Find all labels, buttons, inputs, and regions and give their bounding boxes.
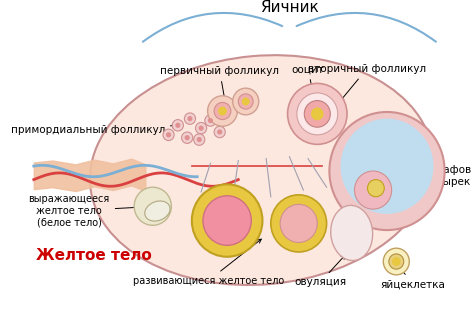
Circle shape xyxy=(389,254,404,269)
Circle shape xyxy=(218,130,221,134)
Circle shape xyxy=(209,119,212,123)
Circle shape xyxy=(185,136,189,139)
Text: ооцит: ооцит xyxy=(292,64,324,109)
Circle shape xyxy=(329,112,445,230)
Circle shape xyxy=(355,171,392,209)
Circle shape xyxy=(194,134,205,145)
Circle shape xyxy=(163,129,174,140)
Circle shape xyxy=(271,195,327,252)
Circle shape xyxy=(199,126,203,130)
Text: выражающееся
желтое тело
(белое тело): выражающееся желтое тело (белое тело) xyxy=(28,195,154,228)
Circle shape xyxy=(214,103,231,120)
Circle shape xyxy=(233,88,259,115)
Circle shape xyxy=(184,113,196,124)
Circle shape xyxy=(219,107,226,115)
Text: Желтое тело: Желтое тело xyxy=(36,248,152,263)
Text: овуляция: овуляция xyxy=(294,255,346,288)
Circle shape xyxy=(208,96,237,126)
Circle shape xyxy=(304,101,330,127)
Circle shape xyxy=(214,126,225,138)
Circle shape xyxy=(197,138,201,141)
Text: развивающиеся желтое тело: развивающиеся желтое тело xyxy=(133,239,284,286)
Circle shape xyxy=(188,117,192,121)
Circle shape xyxy=(192,184,263,257)
Circle shape xyxy=(340,119,434,214)
Circle shape xyxy=(243,98,249,105)
Circle shape xyxy=(288,83,347,144)
Circle shape xyxy=(203,196,251,245)
Circle shape xyxy=(134,187,172,225)
Circle shape xyxy=(176,124,180,127)
Ellipse shape xyxy=(145,201,170,221)
Circle shape xyxy=(238,94,253,109)
Circle shape xyxy=(182,132,193,143)
Circle shape xyxy=(196,123,207,134)
Text: вторичный фолликул: вторичный фолликул xyxy=(308,64,426,103)
Circle shape xyxy=(297,93,338,135)
Text: примордиальный фолликул: примордиальный фолликул xyxy=(10,124,177,135)
Circle shape xyxy=(392,258,400,265)
Text: первичный фолликул: первичный фолликул xyxy=(160,66,279,109)
Circle shape xyxy=(167,133,171,137)
Text: Яичник: Яичник xyxy=(260,0,319,15)
Circle shape xyxy=(172,120,183,131)
Ellipse shape xyxy=(331,206,373,261)
Circle shape xyxy=(312,108,323,120)
Text: яйцеклетка: яйцеклетка xyxy=(381,268,446,290)
Circle shape xyxy=(205,115,216,126)
Circle shape xyxy=(383,248,410,275)
Ellipse shape xyxy=(90,55,433,285)
Circle shape xyxy=(367,180,384,197)
Circle shape xyxy=(280,205,317,242)
Text: Граафов
пузырек: Граафов пузырек xyxy=(418,156,471,187)
